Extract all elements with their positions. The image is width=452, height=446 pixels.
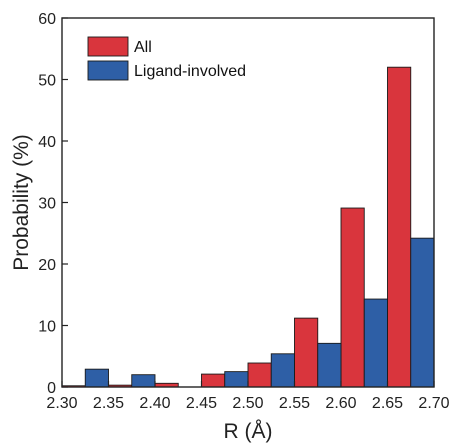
y-tick-label: 50 [38, 73, 56, 90]
x-tick-label: 2.50 [232, 395, 263, 412]
bars-group [61, 66, 435, 388]
bar-ligand-involved-1 [131, 374, 156, 388]
bar-all-6 [340, 207, 365, 388]
legend-swatch-ligand-involved [87, 60, 129, 81]
legend-label-ligand-involved: Ligand-involved [134, 63, 246, 80]
bar-ligand-involved-6 [363, 298, 388, 388]
y-tick-label: 10 [38, 319, 56, 336]
plot-frame [61, 17, 435, 388]
x-tick-label: 2.30 [46, 395, 77, 412]
y-axis-title: Probability (%) [10, 134, 33, 271]
x-axis-title: R (Å) [224, 420, 273, 443]
bar-all-4 [247, 362, 272, 388]
x-tick-label: 2.45 [186, 395, 217, 412]
x-tick-label: 2.60 [325, 395, 356, 412]
legend-label-all: All [134, 39, 152, 56]
y-tick-label: 40 [38, 134, 56, 151]
bar-ligand-involved-3 [224, 371, 249, 388]
bar-ligand-involved-5 [317, 342, 342, 388]
bar-all-3 [201, 373, 226, 388]
legend-swatch-all [87, 36, 129, 57]
bar-ligand-involved-4 [270, 353, 295, 388]
bar-all-7 [387, 66, 412, 388]
y-tick-label: 20 [38, 257, 56, 274]
x-tick-label: 2.55 [279, 395, 310, 412]
y-tick-label: 30 [38, 196, 56, 213]
x-tick-label: 2.65 [372, 395, 403, 412]
bar-ligand-involved-0 [84, 368, 109, 388]
x-tick-label: 2.40 [139, 395, 170, 412]
legend: All Ligand-involved [87, 36, 246, 81]
x-tick-label: 2.70 [418, 395, 449, 412]
y-tick-label: 0 [47, 380, 56, 397]
bar-ligand-involved-7 [410, 237, 435, 388]
x-tick-label: 2.35 [93, 395, 124, 412]
ticks-group: 2.30 2.35 2.40 2.45 2.50 2.55 2.60 2.65 2.70 0 10 2… [38, 11, 449, 412]
bar-all-5 [294, 317, 319, 388]
y-tick-label: 60 [38, 11, 56, 28]
